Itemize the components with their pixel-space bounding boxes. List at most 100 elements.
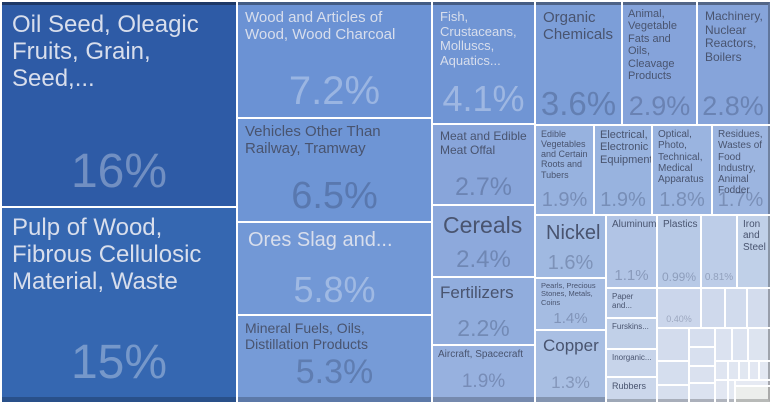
treemap-cell-aluminum[interactable]: Aluminum 1.1% xyxy=(607,216,656,287)
treemap-cell-tiny-20[interactable] xyxy=(729,381,734,402)
cell-value: 1.7% xyxy=(717,189,764,211)
cell-value: 1.1% xyxy=(614,267,649,284)
treemap-cell-tiny-21[interactable] xyxy=(736,381,770,385)
treemap-cell-rubbers[interactable]: Rubbers xyxy=(607,378,656,402)
cell-value: 16% xyxy=(70,145,168,198)
treemap-cell-iron-and-steel[interactable]: Iron and Steel xyxy=(738,216,770,287)
treemap-cell-unnamed-040[interactable]: 0.40% xyxy=(658,289,700,327)
treemap-cell-tiny-6[interactable] xyxy=(658,386,688,402)
treemap-cell-furskins[interactable]: Furskins... xyxy=(607,319,656,348)
cell-label: Optical, Photo, Technical, Medical Appar… xyxy=(658,129,704,186)
treemap-cell-vehicles[interactable]: Vehicles Other Than Railway, Tramway 6.5% xyxy=(238,119,431,221)
cell-value: 2.7% xyxy=(455,173,512,201)
cell-label: Meat and Edible Meat Offal xyxy=(440,129,527,157)
treemap-cell-mineral-fuels[interactable]: Mineral Fuels, Oils, Distillation Produc… xyxy=(238,316,431,402)
treemap-cell-paper-and[interactable]: Paper and... xyxy=(607,289,656,317)
treemap-cell-oil-seed[interactable]: Oil Seed, Oleagic Fruits, Grain, Seed,..… xyxy=(2,2,236,206)
treemap-cell-tiny-18[interactable] xyxy=(760,362,770,379)
cell-label: Fish, Crustaceans, Molluscs, Aquatics... xyxy=(440,9,517,69)
cell-value: 2.8% xyxy=(702,91,764,121)
treemap-cell-edible-vegetables[interactable]: Edible Vegetables and Certain Roots and … xyxy=(536,126,593,214)
treemap-cell-tiny-19[interactable] xyxy=(716,381,727,402)
cell-label: Rubbers xyxy=(612,381,647,391)
cell-label: Paper and... xyxy=(612,292,634,311)
cell-value: 5.3% xyxy=(295,353,374,391)
cell-value: 2.2% xyxy=(457,315,510,341)
cell-label: Vehicles Other Than Railway, Tramway xyxy=(245,123,381,157)
cell-label: Ores Slag and... xyxy=(248,229,393,251)
treemap-cell-cereals[interactable]: Cereals 2.4% xyxy=(433,206,534,276)
cell-label: Nickel xyxy=(546,222,601,244)
cell-value: 0.99% xyxy=(661,270,697,284)
treemap-cell-aircraft[interactable]: Aircraft, Spacecraft 1.9% xyxy=(433,346,534,402)
cell-value: 15% xyxy=(70,336,168,389)
treemap-cell-machinery[interactable]: Machinery, Nuclear Reactors, Boilers 2.8% xyxy=(698,2,770,124)
cell-label: Mineral Fuels, Oils, Distillation Produc… xyxy=(245,320,368,352)
cell-label: Animal, Vegetable Fats and Oils, Cleavag… xyxy=(628,8,677,83)
cell-value: 3.6% xyxy=(540,85,617,122)
treemap-cell-tiny-11[interactable] xyxy=(716,329,731,360)
cell-label: Organic Chemicals xyxy=(543,9,614,43)
treemap-cell-tiny-14[interactable] xyxy=(716,362,727,379)
cell-label: Plastics xyxy=(663,219,698,230)
treemap-cell-plastics[interactable]: Plastics 0.99% xyxy=(658,216,700,287)
cell-value: 6.5% xyxy=(291,175,378,217)
treemap-cell-tiny-1[interactable] xyxy=(702,289,724,327)
treemap-cell-tiny-17[interactable] xyxy=(750,362,758,379)
cell-value: 4.1% xyxy=(442,78,525,119)
treemap-cell-tiny-7[interactable] xyxy=(690,329,714,346)
cell-label: Electrical, Electronic Equipment xyxy=(600,129,651,166)
treemap-cell-ores-slag[interactable]: Ores Slag and... 5.8% xyxy=(238,223,431,314)
cell-value: 1.6% xyxy=(547,252,594,274)
treemap-cell-fertilizers[interactable]: Fertilizers 2.2% xyxy=(433,278,534,344)
cell-label: Inorganic... xyxy=(612,353,652,362)
treemap-cell-organic-chemicals[interactable]: Organic Chemicals 3.6% xyxy=(536,2,621,124)
treemap-cell-optical[interactable]: Optical, Photo, Technical, Medical Appar… xyxy=(653,126,711,214)
treemap-cell-tiny-15[interactable] xyxy=(729,362,738,379)
treemap-cell-tiny-10[interactable] xyxy=(690,384,714,402)
treemap-cell-tiny-13[interactable] xyxy=(749,329,770,360)
cell-label: Oil Seed, Oleagic Fruits, Grain, Seed,..… xyxy=(12,11,199,93)
treemap-cell-tiny-9[interactable] xyxy=(690,367,714,382)
treemap-cell-pulp-of-wood[interactable]: Pulp of Wood, Fibrous Cellulosic Materia… xyxy=(2,208,236,402)
treemap-cell-tiny-4[interactable] xyxy=(658,329,688,360)
cell-value: 0.40% xyxy=(666,314,692,324)
treemap-cell-inorganic[interactable]: Inorganic... xyxy=(607,350,656,376)
cell-value: 0.81% xyxy=(704,272,734,283)
treemap-cell-nickel[interactable]: Nickel 1.6% xyxy=(536,216,605,277)
cell-value: 1.9% xyxy=(600,189,646,211)
treemap-cell-fish[interactable]: Fish, Crustaceans, Molluscs, Aquatics...… xyxy=(433,2,534,123)
cell-value: 5.8% xyxy=(293,269,376,310)
cell-label: Iron and Steel xyxy=(743,219,766,253)
cell-value: 1.4% xyxy=(553,310,588,327)
treemap-cell-meat[interactable]: Meat and Edible Meat Offal 2.7% xyxy=(433,125,534,204)
cell-value: 1.8% xyxy=(659,189,705,211)
cell-label: Wood and Articles of Wood, Wood Charcoal xyxy=(245,9,396,43)
cell-label: Cereals xyxy=(443,212,523,238)
cell-value: 1.3% xyxy=(551,373,590,392)
treemap-cell-tiny-5[interactable] xyxy=(658,362,688,384)
treemap-cell-tiny-2[interactable] xyxy=(726,289,746,327)
treemap-cell-tiny-12[interactable] xyxy=(733,329,747,360)
cell-label: Residues, Wastes of Food Industry, Anima… xyxy=(718,129,763,197)
cell-label: Aluminum xyxy=(612,219,656,230)
treemap-cell-electrical[interactable]: Electrical, Electronic Equipment 1.9% xyxy=(595,126,651,214)
treemap-cell-residues[interactable]: Residues, Wastes of Food Industry, Anima… xyxy=(713,126,770,214)
treemap-cell-animal-fats[interactable]: Animal, Vegetable Fats and Oils, Cleavag… xyxy=(623,2,696,124)
cell-label: Aircraft, Spacecraft xyxy=(438,349,524,360)
treemap-cell-tiny-3[interactable] xyxy=(748,289,770,327)
treemap-cell-copper[interactable]: Copper 1.3% xyxy=(536,331,605,402)
treemap-cell-tiny-16[interactable] xyxy=(740,362,748,379)
treemap-cell-tiny-8[interactable] xyxy=(690,348,714,365)
treemap-cell-unnamed-081[interactable]: 0.81% xyxy=(702,216,736,287)
cell-label: Furskins... xyxy=(612,322,649,331)
cell-value: 7.2% xyxy=(288,69,381,113)
treemap-cell-wood-articles[interactable]: Wood and Articles of Wood, Wood Charcoal… xyxy=(238,2,431,117)
treemap-cell-tiny-22[interactable] xyxy=(736,387,770,402)
cell-label: Pulp of Wood, Fibrous Cellulosic Materia… xyxy=(12,214,202,296)
treemap-cell-pearls[interactable]: Pearls, Precious Stones, Metals, Coins 1.… xyxy=(536,279,605,329)
cell-label: Fertilizers xyxy=(440,283,514,302)
cell-label: Machinery, Nuclear Reactors, Boilers xyxy=(705,9,763,64)
